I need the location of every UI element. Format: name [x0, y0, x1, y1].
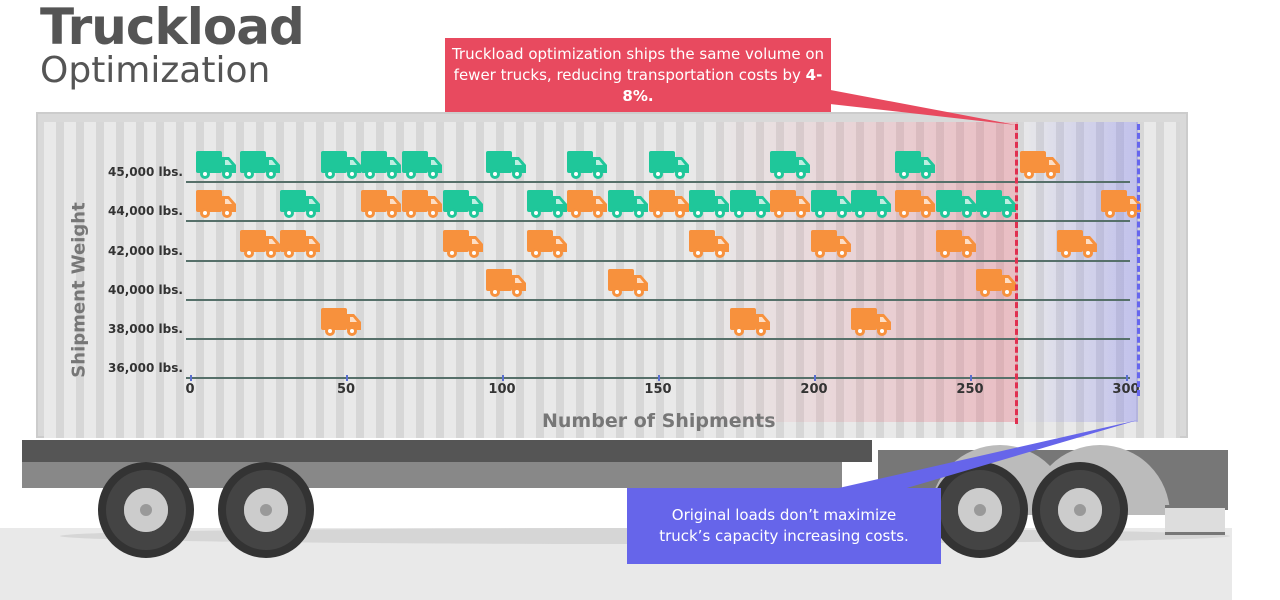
callout-text: Truckload optimization ships the same vo… [451, 44, 825, 84]
truck-icon-partial [1100, 189, 1143, 220]
truck-icon-full [895, 150, 937, 181]
red-callout-pointer [820, 88, 1016, 125]
truck-icon-partial [442, 229, 485, 260]
x-tick-label: 300 [1112, 382, 1140, 397]
wheel-icon [1032, 462, 1128, 558]
gridline [186, 299, 1130, 301]
original-loads-callout: Original loads don’t maximize truck’s ca… [627, 488, 941, 564]
truck-icon-full [648, 150, 691, 181]
gridline [186, 220, 1130, 222]
truck-icon-partial [402, 189, 444, 220]
optimized-reference-line [1015, 124, 1018, 424]
truck-icon-partial [976, 268, 1018, 299]
truck-icon-full [729, 189, 772, 220]
truck-icon-partial [196, 189, 238, 220]
truck-icon-full [567, 150, 609, 181]
x-tick-mark [814, 375, 816, 381]
trailer-chassis [22, 440, 872, 462]
truck-icon-full [976, 189, 1018, 220]
y-tick-label: 36,000 lbs. [108, 361, 183, 375]
y-tick-label: 42,000 lbs. [108, 244, 183, 258]
truck-icon-full [239, 150, 282, 181]
title-sub: Optimization [40, 50, 271, 91]
y-tick-label: 40,000 lbs. [108, 283, 183, 297]
x-tick-mark [658, 375, 660, 381]
truck-icon-partial [567, 189, 609, 220]
truck-icon-full [280, 189, 322, 220]
truck-icon-partial [280, 229, 322, 260]
x-tick-mark [1126, 375, 1128, 381]
blue-callout-pointer [830, 420, 1138, 490]
title-main: Truckload [40, 0, 305, 56]
truck-icon-full [689, 189, 731, 220]
x-axis-title: Number of Shipments [542, 410, 776, 432]
truck-icon-full [935, 189, 978, 220]
truck-icon-full [486, 150, 528, 181]
y-tick-label: 44,000 lbs. [108, 204, 183, 218]
optimization-callout: Truckload optimization ships the same vo… [445, 38, 831, 112]
gridline [186, 181, 1130, 183]
optimized-shade [700, 122, 1018, 422]
truck-icon-partial [607, 268, 650, 299]
truck-icon-partial [895, 189, 937, 220]
callout-text: Original loads don’t maximize truck’s ca… [659, 506, 909, 545]
x-tick-label: 250 [956, 382, 984, 397]
y-tick-label: 38,000 lbs. [108, 322, 183, 336]
truck-icon-partial [320, 307, 363, 338]
x-tick-label: 0 [185, 382, 195, 397]
truck-icon-full [320, 150, 363, 181]
x-tick-mark [346, 375, 348, 381]
x-tick-label: 100 [488, 382, 516, 397]
x-tick-label: 50 [336, 382, 356, 397]
truck-icon-partial [729, 307, 772, 338]
trailer-step [1165, 505, 1225, 535]
x-tick-mark [190, 375, 192, 381]
original-reference-line [1137, 124, 1140, 396]
y-tick-label: 45,000 lbs. [108, 165, 183, 179]
truck-icon-partial [770, 189, 812, 220]
x-tick-mark [502, 375, 504, 381]
truck-icon-full [770, 150, 812, 181]
gridline [186, 260, 1130, 262]
x-tick-label: 150 [644, 382, 672, 397]
callout-highlight: 4-8%. [622, 65, 823, 105]
truck-icon-full [402, 150, 444, 181]
truck-icon-partial [239, 229, 282, 260]
x-tick-mark [970, 375, 972, 381]
truck-icon-partial [648, 189, 691, 220]
truck-icon-full [442, 189, 485, 220]
truck-icon-full [607, 189, 650, 220]
x-tick-label: 200 [800, 382, 828, 397]
truck-icon-partial [689, 229, 731, 260]
truck-icon-partial [935, 229, 978, 260]
gridline [186, 338, 1130, 340]
truck-icon-partial [810, 229, 853, 260]
truck-icon-full [851, 189, 893, 220]
wheel-icon [218, 462, 314, 558]
truck-icon-full [361, 150, 403, 181]
truck-icon-full [196, 150, 238, 181]
truck-icon-partial [361, 189, 403, 220]
truck-icon-full [810, 189, 853, 220]
truck-icon-full [526, 189, 569, 220]
truck-icon-partial [1057, 229, 1099, 260]
wheel-icon [98, 462, 194, 558]
truck-icon-partial [526, 229, 569, 260]
truck-icon-partial [486, 268, 528, 299]
truck-icon-partial [1019, 150, 1062, 181]
truck-icon-partial [851, 307, 893, 338]
